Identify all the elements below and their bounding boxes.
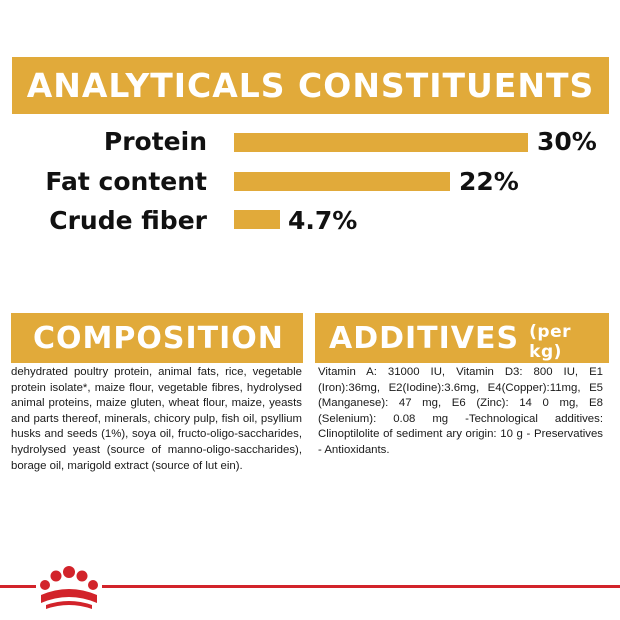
nutrient-value: 30% — [537, 127, 597, 156]
additives-banner: ADDITIVES (per kg) — [315, 313, 609, 363]
analytical-constituents-banner: ANALYTICALS CONSTITUENTS — [12, 57, 609, 114]
additives-subtitle: (per kg) — [529, 322, 571, 362]
composition-text: dehydrated poultry protein, animal fats,… — [11, 366, 302, 472]
nutrient-value: 22% — [459, 167, 519, 196]
analytical-constituents-title: ANALYTICALS CONSTITUENTS — [26, 66, 595, 105]
nutrient-label: Crude fiber — [49, 206, 207, 235]
nutrient-label: Fat content — [45, 167, 207, 196]
royal-canin-crown-logo-icon — [36, 563, 102, 613]
nutrient-bar — [234, 133, 528, 152]
nutrient-bar — [234, 210, 280, 229]
footer-red-line — [0, 585, 620, 588]
nutrient-bar — [234, 172, 450, 191]
additives-text: Vitamin A: 31000 IU, Vitamin D3: 800 IU,… — [318, 366, 603, 456]
composition-title: COMPOSITION — [33, 320, 284, 356]
nutrient-label: Protein — [103, 127, 207, 156]
additives-title: ADDITIVES — [329, 320, 520, 356]
composition-banner: COMPOSITION — [11, 313, 303, 363]
nutrient-value: 4.7% — [288, 206, 358, 235]
